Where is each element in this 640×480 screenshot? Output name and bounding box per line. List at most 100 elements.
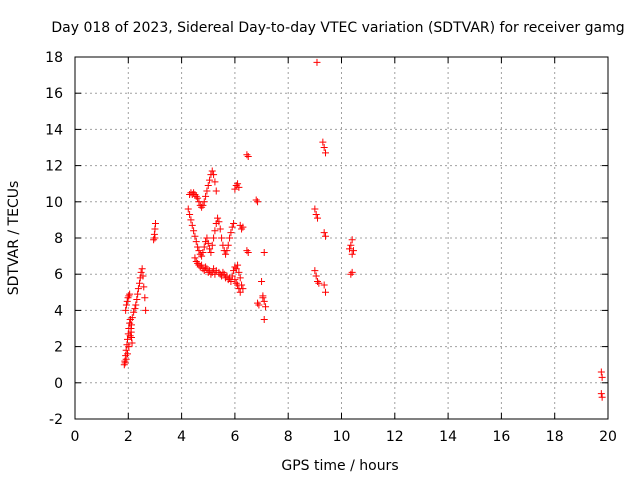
data-point (151, 220, 159, 228)
data-point (194, 243, 202, 251)
data-point (133, 296, 141, 304)
data-point (231, 185, 239, 193)
data-point (208, 167, 216, 175)
x-tick-label: 16 (492, 429, 510, 445)
data-point (198, 261, 206, 269)
data-point (322, 232, 330, 240)
data-point (349, 247, 357, 255)
x-tick-label: 2 (124, 429, 133, 445)
data-point (232, 279, 240, 287)
data-point (234, 180, 242, 188)
data-point (151, 225, 159, 233)
data-point (235, 268, 243, 276)
data-point (150, 236, 158, 244)
data-point (191, 254, 199, 262)
data-point (224, 241, 232, 249)
data-point (252, 196, 260, 204)
data-point (216, 225, 224, 233)
data-point (230, 220, 238, 228)
data-point (262, 303, 270, 311)
data-point (211, 227, 219, 235)
data-point (320, 281, 328, 289)
data-point (314, 277, 322, 285)
data-point (128, 314, 136, 322)
x-tick-label: 12 (386, 429, 404, 445)
data-point (203, 234, 211, 242)
data-point (199, 201, 207, 209)
data-point (187, 216, 195, 224)
y-tick-label: -2 (49, 412, 63, 428)
data-point (260, 315, 268, 323)
y-tick-label: 18 (45, 50, 63, 66)
data-point (199, 248, 207, 256)
data-point (124, 335, 132, 343)
data-point (598, 393, 606, 401)
data-point (186, 210, 194, 218)
data-point (243, 151, 251, 159)
data-point (210, 171, 218, 179)
data-point (204, 182, 212, 190)
data-points (120, 58, 606, 401)
data-point (347, 270, 355, 278)
data-point (126, 290, 134, 298)
data-point (202, 263, 210, 271)
y-tick-label: 6 (54, 267, 63, 283)
data-point (322, 288, 330, 296)
data-point (204, 239, 212, 247)
data-point (319, 138, 327, 146)
data-point (139, 272, 147, 280)
data-point (200, 243, 208, 251)
data-point (190, 227, 198, 235)
data-point (124, 350, 132, 358)
x-tick-label: 20 (599, 429, 617, 445)
y-tick-label: 14 (45, 122, 63, 138)
y-tick-label: 4 (54, 303, 63, 319)
data-point (227, 277, 235, 285)
data-point (212, 187, 220, 195)
data-point (132, 301, 140, 309)
data-point (259, 294, 267, 302)
data-point (192, 192, 200, 200)
data-point (345, 245, 353, 253)
data-point (135, 279, 143, 287)
data-point (244, 248, 252, 256)
data-point (228, 272, 236, 280)
data-point (234, 281, 242, 289)
data-point (239, 223, 247, 231)
x-tick-label: 18 (546, 429, 564, 445)
y-tick-label: 10 (45, 195, 63, 211)
data-point (348, 268, 356, 276)
data-point (254, 299, 262, 307)
data-point (231, 276, 239, 284)
data-point (236, 274, 244, 282)
data-point (598, 373, 606, 381)
data-point (315, 279, 323, 287)
data-point (121, 359, 129, 367)
data-point (194, 194, 202, 202)
data-point (218, 234, 226, 242)
data-point (202, 192, 210, 200)
data-point (235, 183, 243, 191)
x-tick-label: 4 (177, 429, 186, 445)
data-point (123, 297, 131, 305)
y-tick-label: 2 (54, 340, 63, 356)
data-point (234, 261, 242, 269)
data-point (254, 198, 262, 206)
data-point (191, 232, 199, 240)
data-point (244, 153, 252, 161)
data-point (198, 203, 206, 211)
data-point (151, 234, 159, 242)
data-point (228, 223, 236, 231)
data-point (125, 343, 133, 351)
data-point (219, 268, 227, 276)
y-tick-label: 8 (54, 231, 63, 247)
data-point (243, 247, 251, 255)
data-point (192, 258, 200, 266)
data-point (127, 328, 135, 336)
data-point (238, 225, 246, 233)
data-point (128, 339, 136, 347)
data-point (190, 189, 198, 197)
data-point (348, 236, 356, 244)
x-tick-label: 10 (333, 429, 351, 445)
data-point (222, 250, 230, 258)
